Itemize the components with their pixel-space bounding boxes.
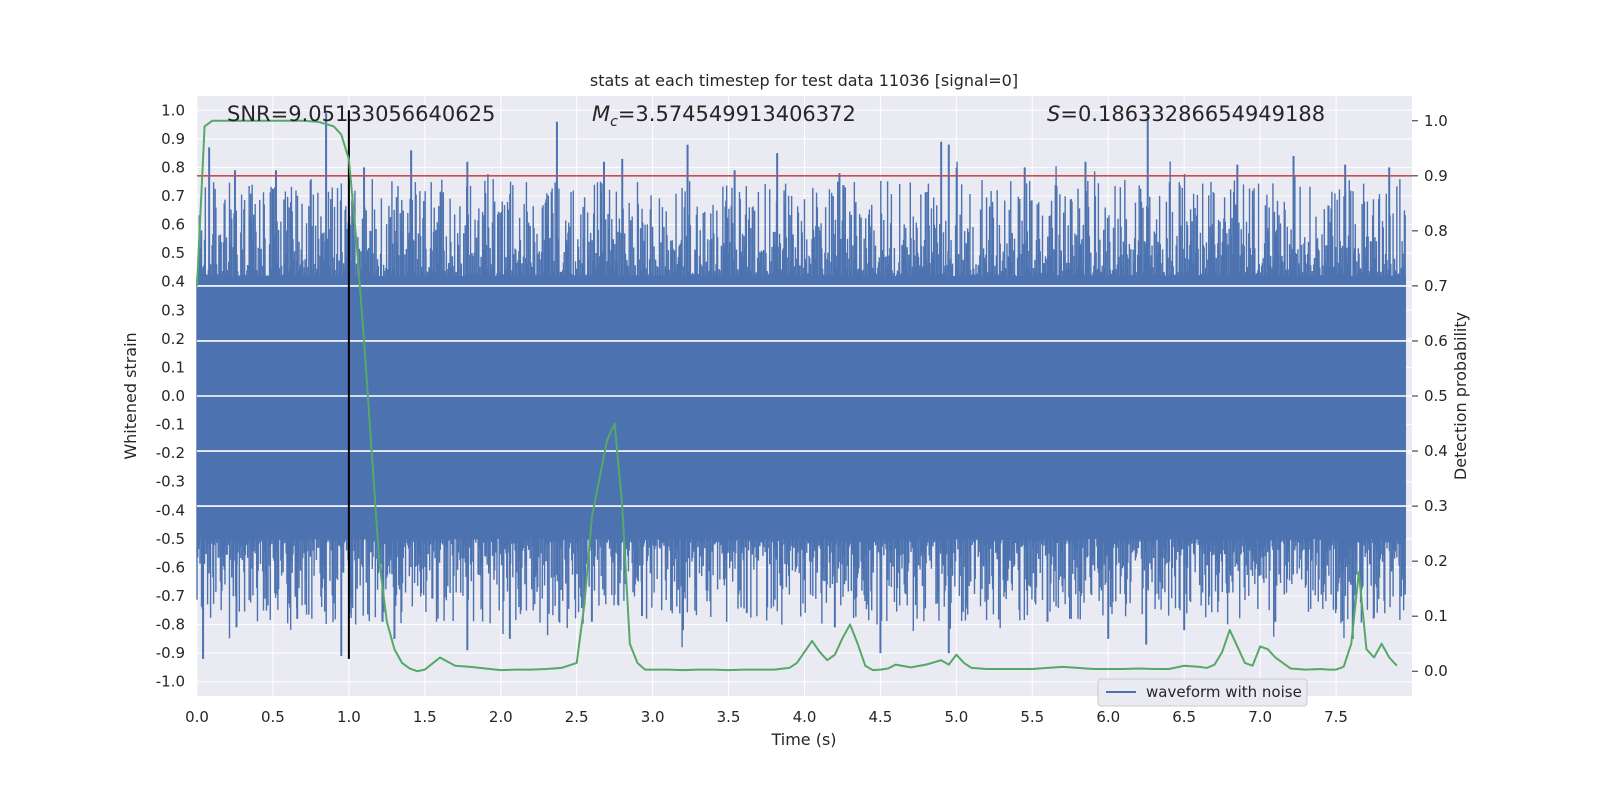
chirp-mass-value: =3.574549913406372 <box>618 102 856 126</box>
y-left-tick-label: -0.2 <box>156 444 185 462</box>
x-tick-label: 0.5 <box>261 708 285 726</box>
y-left-tick-label: -0.7 <box>156 587 185 605</box>
y-left-tick-label: 0.4 <box>161 273 185 291</box>
x-tick-label: 0.0 <box>185 708 209 726</box>
waveform-series <box>196 113 1406 659</box>
x-tick-label: 2.5 <box>565 708 589 726</box>
overlay-lines <box>197 110 1412 659</box>
y-right-tick-label: 1.0 <box>1424 112 1448 130</box>
y-right-tick-labels: 1.0 0.9 0.8 0.7 0.6 0.5 0.4 0.3 0.2 0.1 0.0 <box>1412 112 1448 680</box>
probability-series <box>196 119 1398 673</box>
snr-annotation: SNR=9.05133056640625 <box>227 102 495 126</box>
x-tick-label: 1.0 <box>337 708 361 726</box>
y-left-tick-label: 0.8 <box>161 158 185 176</box>
y-left-tick-label: 0.1 <box>161 358 185 376</box>
x-tick-label: 7.0 <box>1248 708 1272 726</box>
x-tick-labels: 0.0 0.5 1.0 1.5 2.0 2.5 3.0 3.5 4.0 4.5 5.0 5.5 6.0 6… <box>185 708 1348 726</box>
x-tick-label: 5.5 <box>1020 708 1044 726</box>
y-left-tick-label: 0.9 <box>161 130 185 148</box>
y-right-tick-label: 0.0 <box>1424 662 1448 680</box>
y-left-tick-label: 0.7 <box>161 187 185 205</box>
x-tick-label: 6.5 <box>1172 708 1196 726</box>
y-right-tick-label: 0.8 <box>1424 222 1448 240</box>
y-right-tick-label: 0.5 <box>1424 387 1448 405</box>
detection-probability-line <box>196 119 1398 673</box>
x-tick-label: 3.0 <box>641 708 665 726</box>
y-right-tick-label: 0.7 <box>1424 277 1448 295</box>
x-tick-label: 1.5 <box>413 708 437 726</box>
y-left-tick-label: -1.0 <box>156 673 185 691</box>
y-right-tick-label: 0.1 <box>1424 607 1448 625</box>
x-axis-label: Time (s) <box>770 730 836 749</box>
waveform-core <box>197 276 1406 539</box>
x-tick-label: 4.0 <box>793 708 817 726</box>
y-left-tick-label: 0.5 <box>161 244 185 262</box>
chirp-mass-subscript: c <box>610 114 618 130</box>
y-left-tick-label: 0.0 <box>161 387 185 405</box>
legend-label-waveform: waveform with noise <box>1146 683 1302 701</box>
y-left-tick-label: -0.5 <box>156 530 185 548</box>
x-tick-label: 5.0 <box>944 708 968 726</box>
chirp-mass-annotation: Mc=3.574549913406372 <box>592 102 856 130</box>
y-right-tick-label: 0.3 <box>1424 497 1448 515</box>
x-tick-label: 4.5 <box>869 708 893 726</box>
x-tick-label: 2.0 <box>489 708 513 726</box>
y-left-axis-label: Whitened strain <box>121 332 140 459</box>
y-left-tick-label: -0.8 <box>156 616 185 634</box>
x-tick-label: 7.5 <box>1324 708 1348 726</box>
x-tick-label: 6.0 <box>1096 708 1120 726</box>
y-right-tick-label: 0.4 <box>1424 442 1448 460</box>
y-left-tick-label: -0.1 <box>156 416 185 434</box>
y-left-tick-label: -0.6 <box>156 558 185 576</box>
legend-box <box>1097 678 1308 707</box>
y-right-axis-label: Detection probability <box>1451 312 1470 480</box>
chart-title: stats at each timestep for test data 110… <box>590 71 1018 90</box>
s-value: =0.18633286654949188 <box>1060 102 1325 126</box>
y-right-tick-label: 0.2 <box>1424 552 1448 570</box>
y-left-tick-label: -0.9 <box>156 644 185 662</box>
x-tick-label: 3.5 <box>717 708 741 726</box>
y-left-tick-label: -0.4 <box>156 501 185 519</box>
y-right-tick-label: 0.9 <box>1424 167 1448 185</box>
y-left-tick-labels: 1.0 0.9 0.8 0.7 0.6 0.5 0.4 0.3 0.2 0.1 0.0 -0.1 -0.… <box>156 101 185 690</box>
s-annotation: S=0.18633286654949188 <box>1047 102 1325 126</box>
y-left-tick-label: 0.3 <box>161 301 185 319</box>
y-left-tick-label: -0.3 <box>156 473 185 491</box>
y-left-tick-label: 0.2 <box>161 330 185 348</box>
chirp-mass-symbol: M <box>592 102 610 126</box>
y-left-tick-label: 1.0 <box>161 101 185 119</box>
s-symbol: S <box>1047 102 1060 126</box>
y-right-tick-label: 0.6 <box>1424 332 1448 350</box>
y-left-tick-label: 0.6 <box>161 216 185 234</box>
legend: waveform with noise <box>1097 678 1308 707</box>
